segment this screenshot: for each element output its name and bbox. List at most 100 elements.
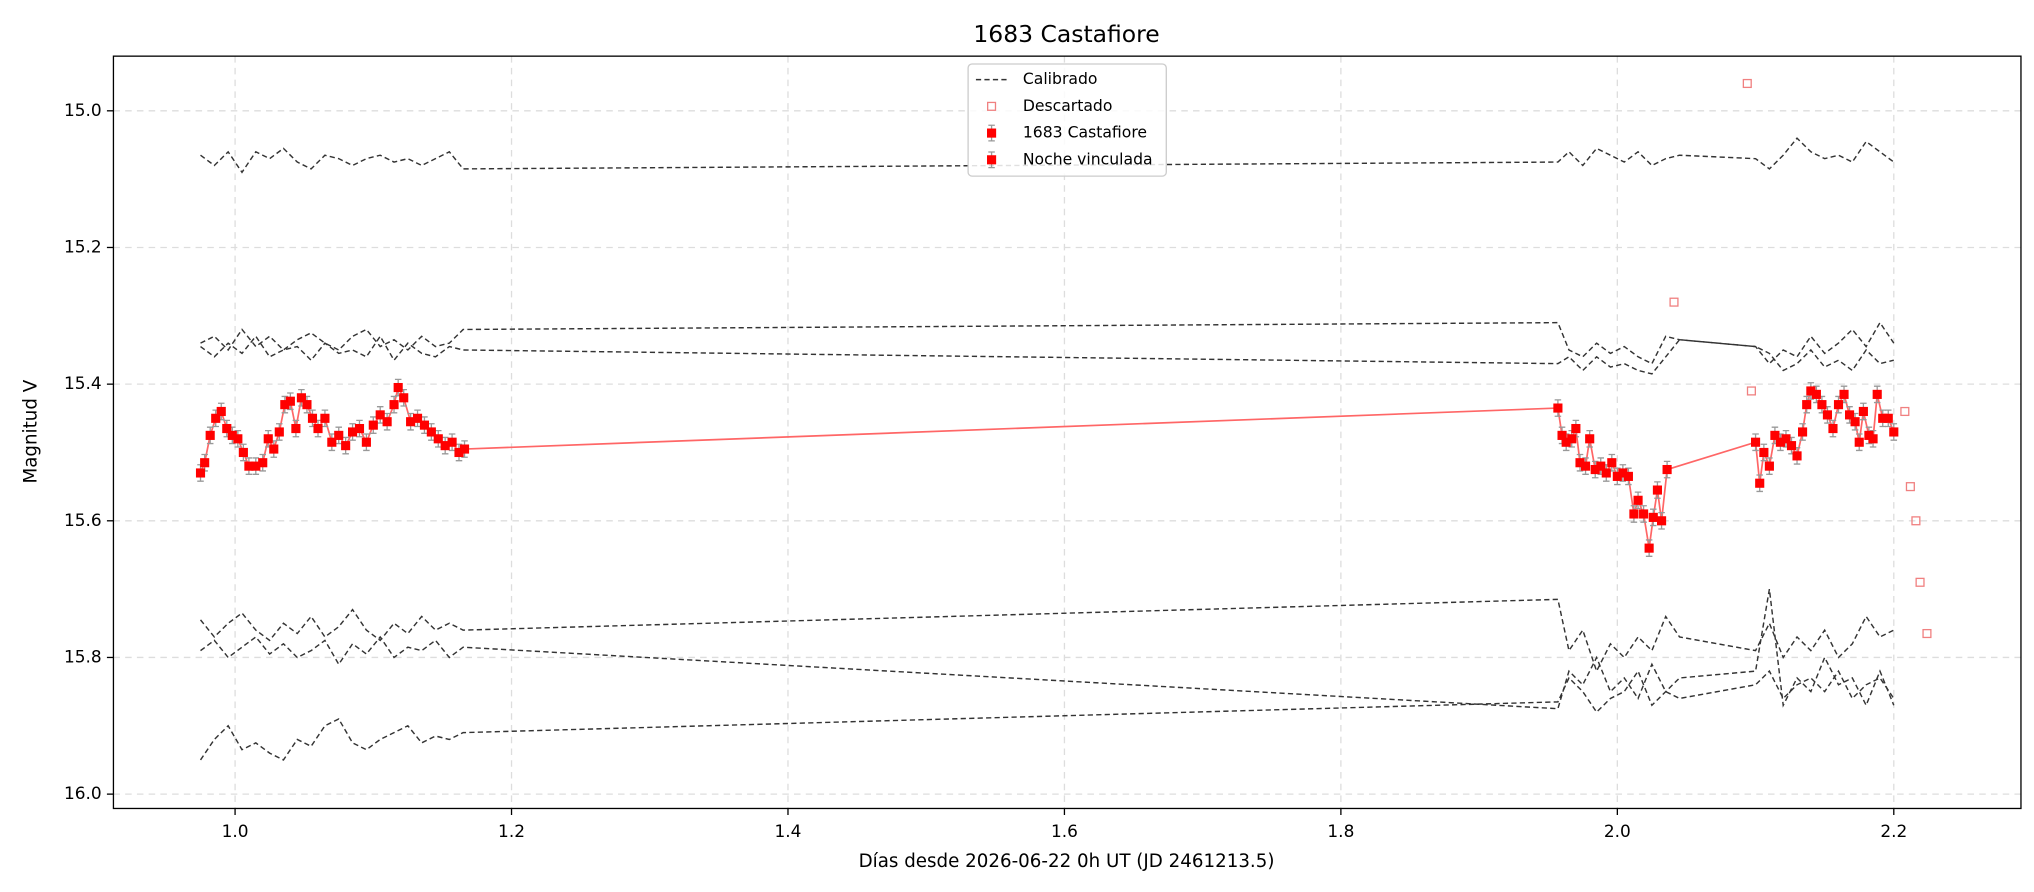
data-point [1770,430,1780,440]
data-point [1811,389,1821,399]
discarded-point [1911,516,1921,526]
data-point [302,400,312,410]
data-point [412,413,423,423]
x-tick-label: 1.0 [222,821,249,841]
data-point [291,423,301,434]
data-point [251,461,261,471]
data-point [1844,410,1855,420]
data-point [1806,386,1816,396]
data-point [341,441,351,451]
data-point [1759,447,1769,458]
data-point [1644,543,1654,553]
data-point [1802,400,1812,410]
data-point [1596,461,1606,471]
data-point [244,461,254,471]
data-point [1657,516,1667,526]
data-point [406,417,416,427]
data-point [233,434,243,444]
data-point [1755,478,1765,488]
legend-box [967,63,1167,177]
data-point [1854,437,1864,447]
legend-handle [987,155,997,165]
data-point [327,437,337,447]
calibration-line [199,589,1895,761]
data-point [354,423,365,434]
discarded-point [1669,297,1679,307]
data-point [1662,464,1672,475]
discarded-point [1900,406,1910,417]
y-tick-label: 15.0 [64,100,102,120]
legend-label: 1683 Castafiore [1023,123,1147,142]
data-point [1883,413,1893,423]
y-axis-label: Magnitud V [20,379,41,483]
data-point [1751,437,1761,447]
data-point [393,382,403,393]
data-point [313,423,323,434]
data-point [419,420,430,430]
data-point [195,468,206,478]
calibration-line [200,321,1895,365]
data-point [389,400,399,410]
calibration-line [200,137,1895,174]
link-line [464,407,1558,450]
data-point [307,413,318,423]
calibration-line [199,598,1895,673]
x-tick-label: 1.6 [1051,821,1078,841]
legend-handle [987,128,997,138]
x-tick-label: 2.0 [1604,821,1631,841]
data-point [296,393,306,403]
data-point [269,444,279,454]
data-point [1561,437,1571,447]
plot-frame [112,55,2022,810]
data-point [1792,451,1802,461]
data-point [1639,509,1649,519]
data-point [1618,468,1628,478]
x-tick-label: 1.4 [775,821,802,841]
discarded-point [1915,577,1925,587]
data-point [227,430,237,440]
data-point [1786,441,1797,451]
data-point [1858,406,1868,417]
discarded-point [1922,628,1932,639]
data-point [334,430,344,440]
legend-label: Descartado [1023,96,1113,115]
data-point [1833,400,1844,410]
data-point [222,423,232,434]
data-point [1828,423,1838,434]
y-tick-label: 16.0 [64,783,102,803]
data-point [1580,461,1591,471]
data-point [1798,427,1808,437]
data-point [399,393,409,403]
data-point [382,417,392,427]
data-point [1629,509,1639,519]
data-point [361,437,371,447]
x-tick-label: 2.2 [1880,821,1907,841]
data-point [1889,427,1899,437]
data-point [1648,512,1658,522]
y-tick-label: 15.8 [64,646,102,666]
data-point [459,444,470,454]
data-point [1764,461,1774,471]
data-point [1839,389,1849,399]
data-point [1878,413,1888,423]
x-tick-label: 1.2 [498,821,525,841]
data-point [1775,437,1786,447]
data-point [1557,430,1567,440]
data-point [205,430,215,440]
data-point [280,400,290,410]
data-point [1781,434,1791,444]
discarded-point [1742,78,1752,89]
data-point [1590,464,1600,475]
data-point [263,434,273,444]
legend-label: Noche vinculada [1023,149,1153,168]
data-point [320,413,330,423]
y-tick-label: 15.6 [64,510,102,530]
data-point [1575,458,1585,468]
chart-title: 1683 Castafiore [973,20,1159,48]
data-point [216,406,226,417]
data-point [200,458,210,468]
data-point [1868,434,1878,444]
data-point [368,420,378,430]
data-point [211,413,221,423]
